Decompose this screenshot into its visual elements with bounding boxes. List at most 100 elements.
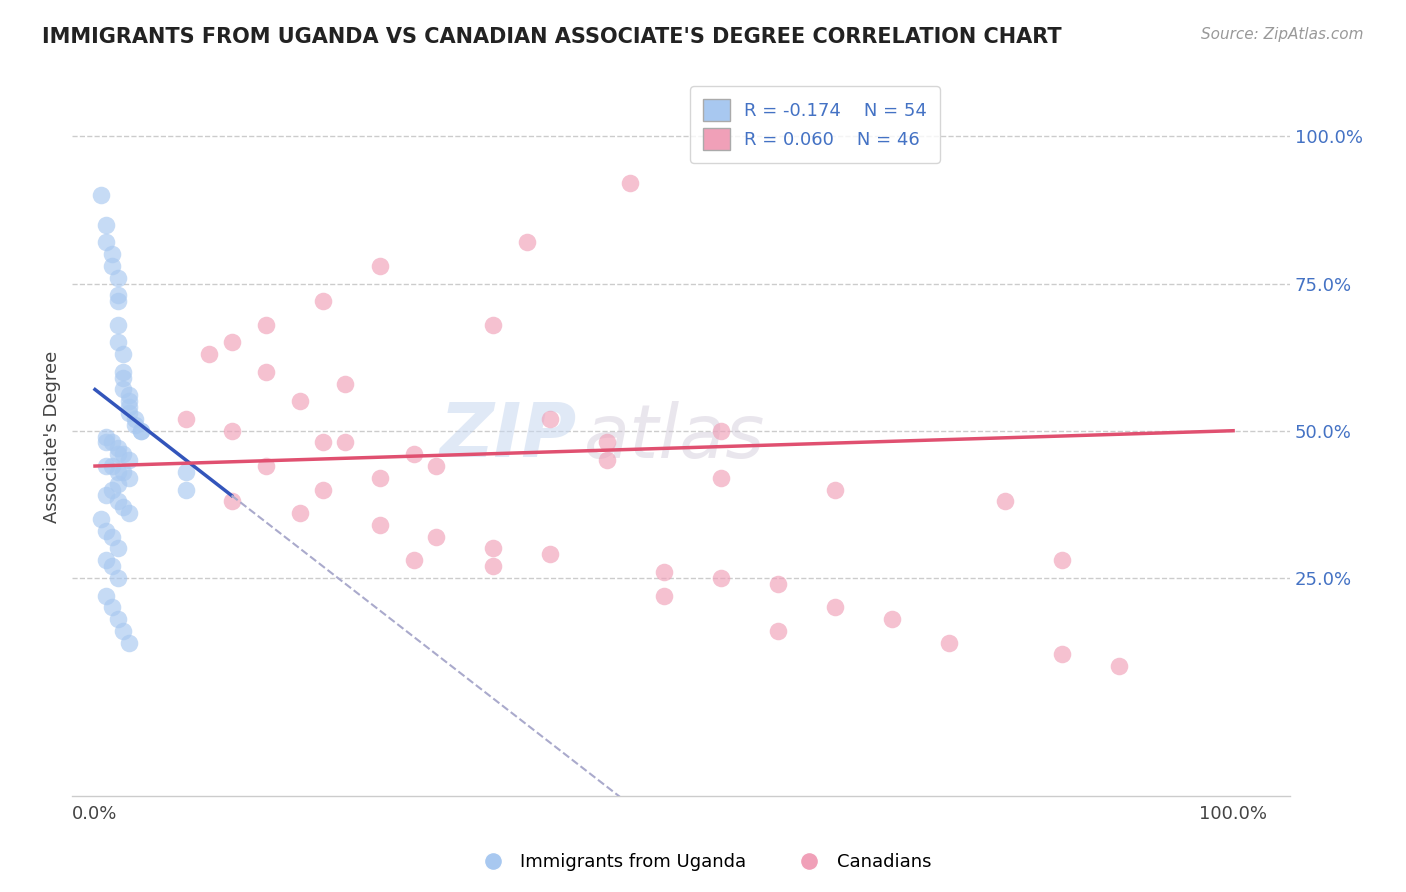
Point (311, 483, 333, 497)
Point (107, 270, 129, 285)
Point (101, 483, 124, 497)
Point (101, 247, 124, 261)
Point (335, 435, 357, 450)
Point (101, 435, 124, 450)
Point (425, 530, 447, 544)
Point (221, 494, 243, 508)
Point (118, 453, 141, 467)
Text: atlas: atlas (583, 401, 765, 473)
Point (96, 435, 118, 450)
Point (101, 600, 124, 615)
Point (516, 235, 538, 250)
Point (482, 559, 505, 574)
Point (596, 453, 619, 467)
Point (710, 424, 733, 438)
Point (96, 553, 118, 567)
Legend: R = -0.174    N = 54, R = 0.060    N = 46: R = -0.174 N = 54, R = 0.060 N = 46 (690, 87, 941, 163)
Point (198, 347, 221, 361)
Point (124, 412, 146, 426)
Point (101, 530, 124, 544)
Point (174, 465, 197, 479)
Point (112, 447, 135, 461)
Point (221, 424, 243, 438)
Text: Source: ZipAtlas.com: Source: ZipAtlas.com (1201, 27, 1364, 42)
Point (112, 500, 135, 515)
Point (112, 370, 135, 384)
Point (368, 259, 391, 273)
Point (107, 571, 129, 585)
Point (221, 335, 243, 350)
Point (107, 476, 129, 491)
Point (710, 571, 733, 585)
Point (112, 624, 135, 638)
Point (107, 465, 129, 479)
Point (107, 288, 129, 302)
Point (368, 471, 391, 485)
Point (538, 547, 561, 561)
Point (880, 612, 903, 626)
Point (107, 318, 129, 332)
Point (824, 483, 846, 497)
Point (1052, 648, 1074, 662)
Point (652, 565, 675, 579)
Point (101, 458, 124, 473)
Point (90, 512, 112, 526)
Point (107, 294, 129, 309)
Point (766, 624, 789, 638)
Point (129, 424, 152, 438)
Point (288, 394, 311, 409)
Point (1108, 659, 1130, 673)
Point (96, 488, 118, 502)
Point (118, 506, 141, 520)
Point (619, 177, 641, 191)
Text: IMMIGRANTS FROM UGANDA VS CANADIAN ASSOCIATE'S DEGREE CORRELATION CHART: IMMIGRANTS FROM UGANDA VS CANADIAN ASSOC… (42, 27, 1062, 46)
Point (118, 400, 141, 414)
Point (96, 589, 118, 603)
Point (101, 559, 124, 574)
Point (96, 218, 118, 232)
Point (425, 458, 447, 473)
Point (96, 235, 118, 250)
Point (994, 494, 1017, 508)
Point (112, 365, 135, 379)
Point (710, 471, 733, 485)
Point (402, 553, 425, 567)
Point (96, 524, 118, 538)
Point (824, 600, 846, 615)
Point (174, 412, 197, 426)
Point (112, 347, 135, 361)
Point (107, 612, 129, 626)
Point (1052, 553, 1074, 567)
Point (112, 465, 135, 479)
Point (107, 442, 129, 456)
Point (254, 365, 277, 379)
Point (107, 447, 129, 461)
Point (101, 259, 124, 273)
Point (90, 188, 112, 202)
Point (118, 406, 141, 420)
Point (482, 541, 505, 556)
Point (107, 541, 129, 556)
Point (938, 635, 960, 649)
Point (129, 424, 152, 438)
Point (335, 376, 357, 391)
Text: ZIP: ZIP (440, 401, 578, 473)
Point (118, 388, 141, 402)
Point (766, 576, 789, 591)
Point (368, 517, 391, 532)
Point (96, 458, 118, 473)
Point (402, 447, 425, 461)
Point (174, 483, 197, 497)
Point (482, 318, 505, 332)
Point (107, 335, 129, 350)
Point (118, 471, 141, 485)
Point (112, 383, 135, 397)
Point (254, 318, 277, 332)
Point (118, 394, 141, 409)
Point (652, 589, 675, 603)
Point (311, 294, 333, 309)
Point (254, 458, 277, 473)
Point (311, 435, 333, 450)
Point (538, 412, 561, 426)
Point (118, 635, 141, 649)
